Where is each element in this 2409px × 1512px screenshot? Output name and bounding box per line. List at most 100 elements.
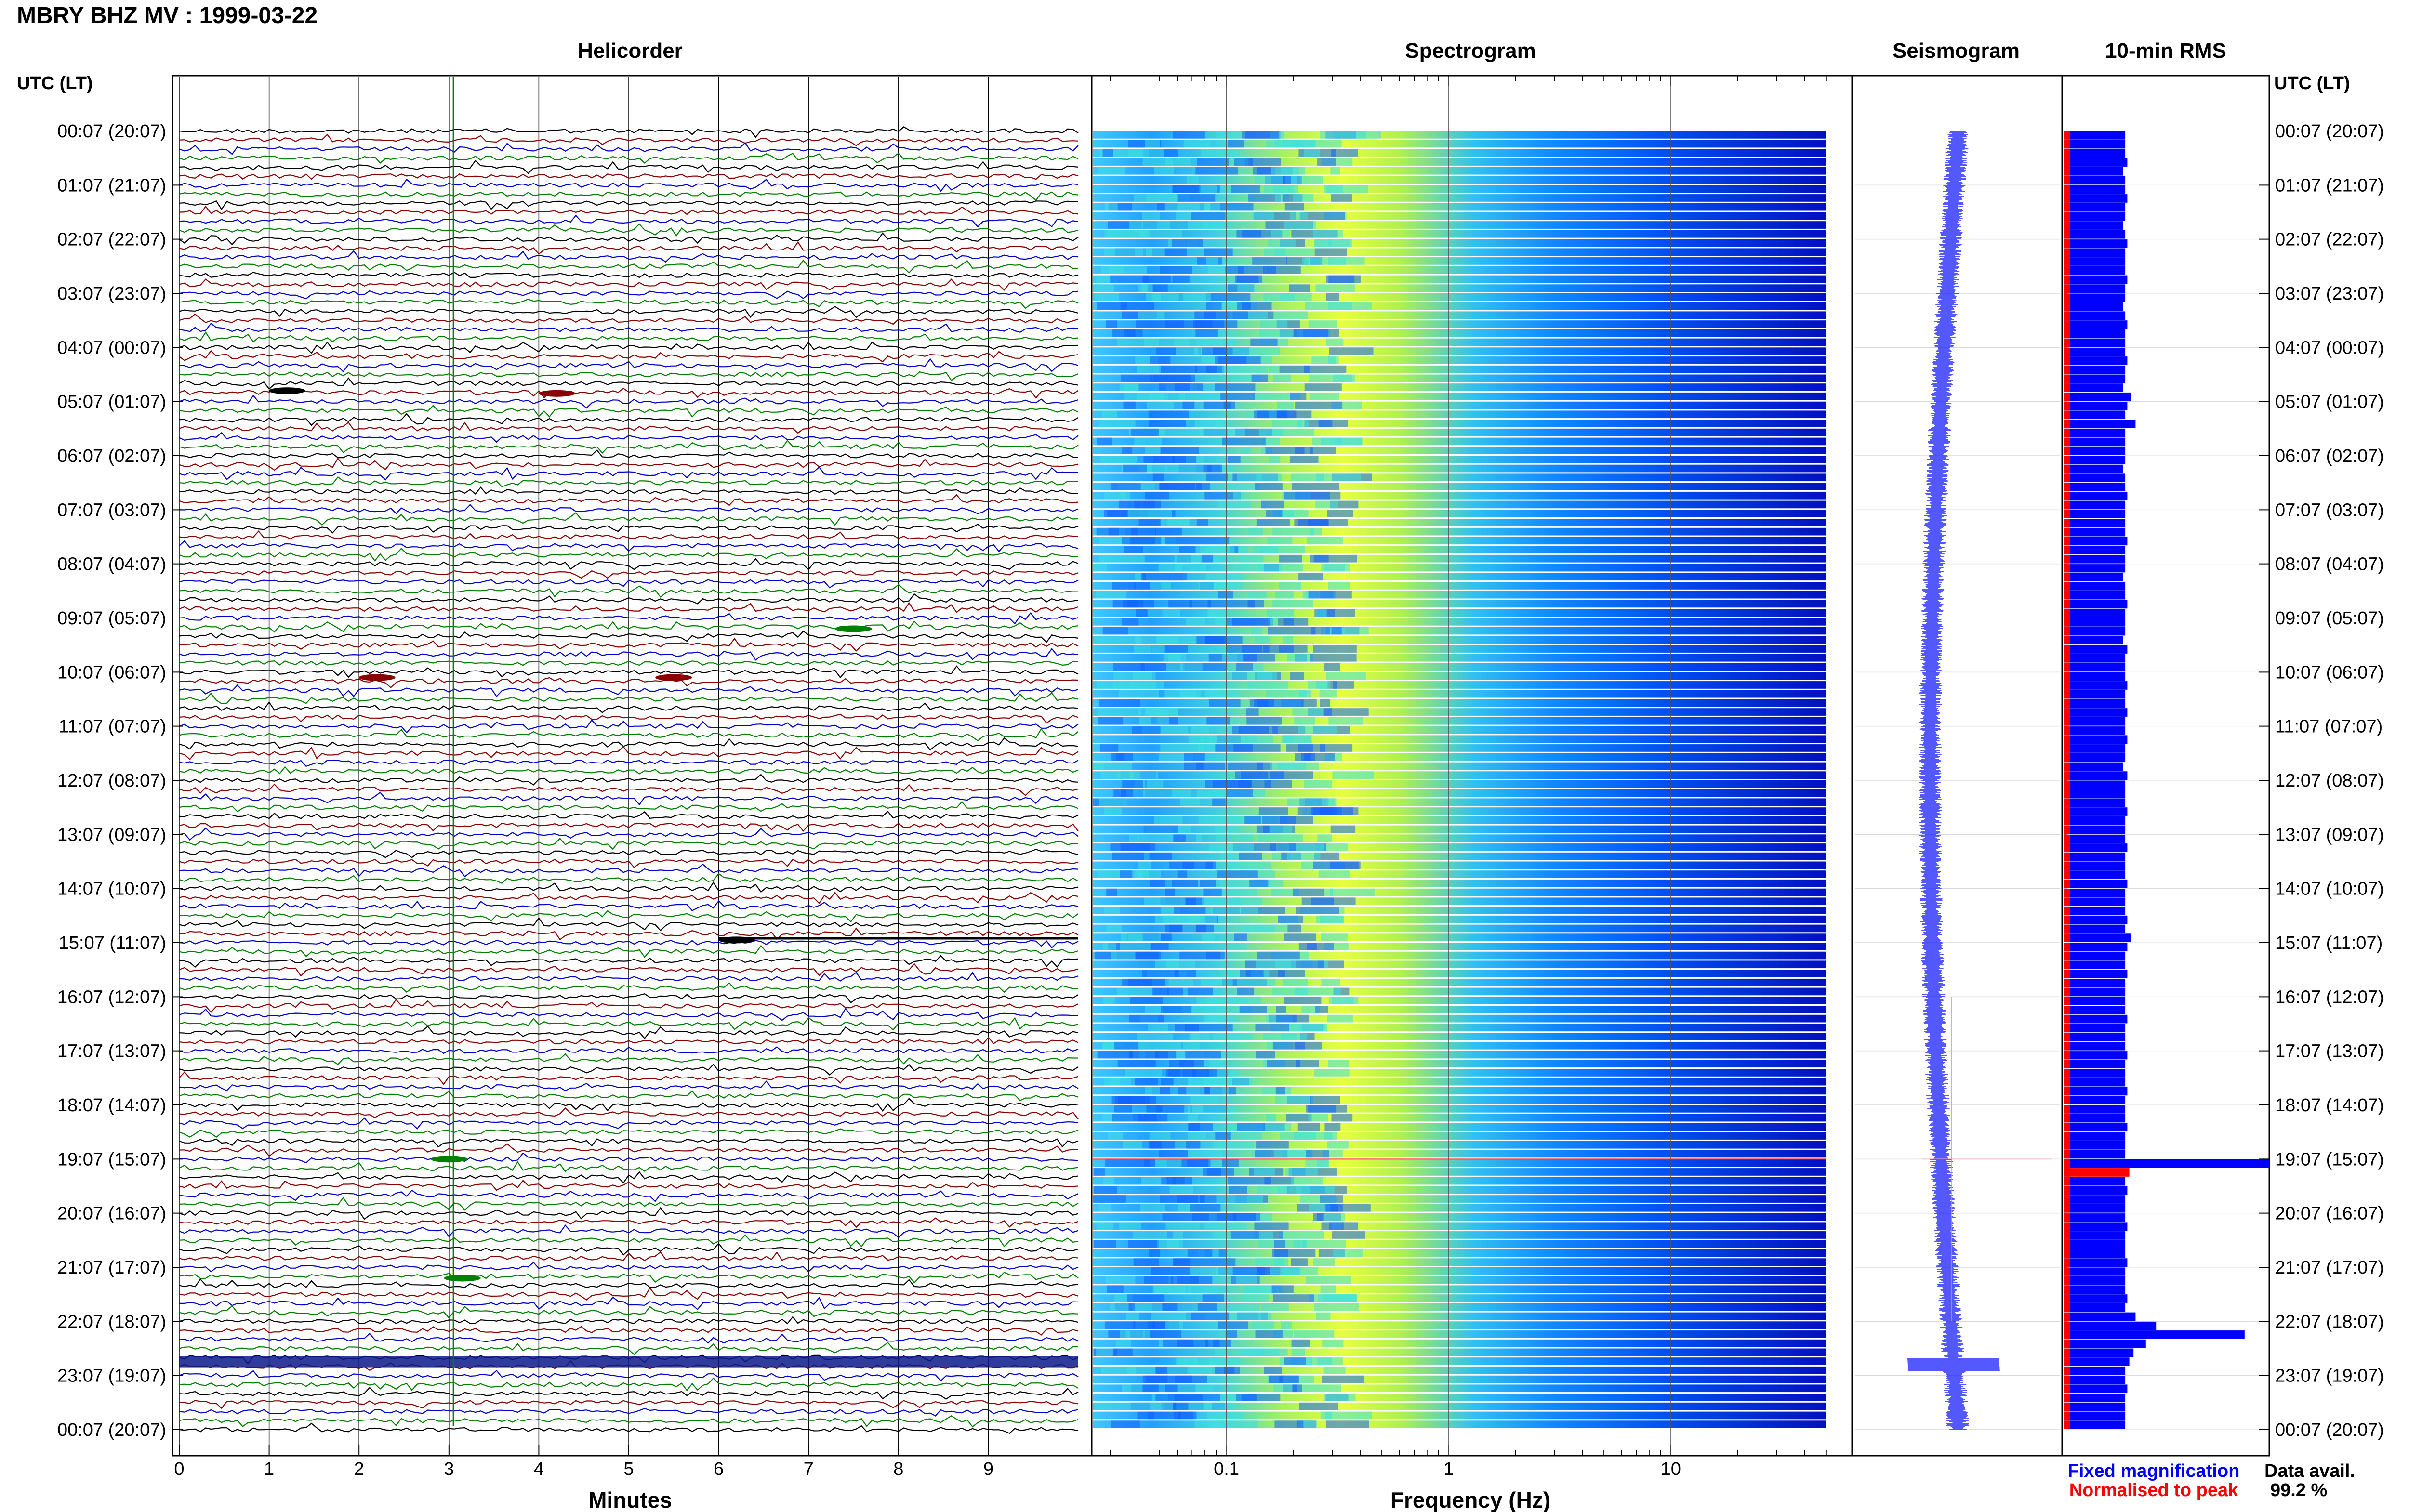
rms-bar bbox=[2064, 834, 2126, 843]
spectrogram-speckle bbox=[1105, 1159, 1151, 1167]
spectrogram-row bbox=[1093, 383, 1826, 391]
spectrogram-speckle bbox=[1297, 420, 1310, 427]
spectrogram-speckle bbox=[1293, 194, 1314, 202]
spectrogram-speckle bbox=[1184, 753, 1205, 761]
spectrogram-speckle bbox=[1201, 978, 1233, 986]
rms-peak-marker bbox=[2064, 907, 2070, 915]
time-tick-label-right: 12:07 (08:07) bbox=[2275, 771, 2384, 791]
rms-bar bbox=[2064, 410, 2126, 420]
spectrogram-speckle bbox=[1186, 1312, 1229, 1320]
spectrogram-speckle bbox=[1188, 1402, 1236, 1410]
rms-bar bbox=[2064, 1114, 2126, 1123]
spectrogram-row bbox=[1093, 275, 1826, 283]
spectrogram-speckle bbox=[1184, 762, 1204, 770]
spectrogram-speckle bbox=[1250, 338, 1278, 346]
helicorder-trace bbox=[179, 1305, 1079, 1319]
spectrogram-speckle bbox=[1166, 1177, 1192, 1185]
spectrogram-speckle bbox=[1248, 194, 1281, 202]
spectrogram-speckle bbox=[1127, 510, 1172, 517]
rms-peak-marker bbox=[2064, 464, 2070, 473]
seismogram-frame bbox=[1851, 75, 2063, 1457]
rms-bar bbox=[2064, 392, 2131, 401]
spectrogram-speckle bbox=[1195, 329, 1218, 337]
spectrogram-speckle bbox=[1129, 500, 1141, 509]
spectrogram-speckle bbox=[1235, 275, 1259, 283]
time-tick-label-left: 17:07 (13:07) bbox=[57, 1041, 166, 1062]
spectrogram-speckle bbox=[1212, 798, 1226, 806]
seismogram-title: Seismogram bbox=[1893, 39, 2020, 63]
rms-bar bbox=[2064, 672, 2126, 681]
rms-peak-marker bbox=[2064, 735, 2070, 744]
spectrogram-speckle bbox=[1270, 1267, 1291, 1275]
rms-bar bbox=[2064, 1150, 2126, 1159]
helicorder-trace bbox=[179, 692, 1079, 704]
spectrogram-speckle bbox=[1239, 1006, 1267, 1013]
rms-bar bbox=[2064, 699, 2126, 708]
spectrogram-speckle bbox=[1291, 1348, 1306, 1356]
spectrogram-speckle bbox=[1291, 960, 1324, 969]
helicorder-trace bbox=[179, 1143, 1079, 1157]
spectrogram-speckle bbox=[1106, 888, 1117, 896]
spectrogram-speckle bbox=[1287, 654, 1313, 662]
spectrogram-speckle bbox=[1158, 1150, 1188, 1158]
spectrogram-row bbox=[1093, 401, 1826, 409]
minute-tick-label: 5 bbox=[623, 1459, 634, 1479]
spectrogram-speckle bbox=[1262, 437, 1280, 446]
rms-bar bbox=[2064, 582, 2126, 591]
time-tick-label-left: 10:07 (06:07) bbox=[57, 662, 166, 683]
spectrogram-speckle bbox=[1120, 870, 1133, 878]
spectrogram-speckle bbox=[1234, 564, 1282, 572]
spectrogram-speckle bbox=[1206, 365, 1217, 373]
spectrogram-speckle bbox=[1256, 1141, 1289, 1149]
time-tick-label-right: 03:07 (23:07) bbox=[2275, 284, 2384, 304]
spectrogram-speckle bbox=[1122, 618, 1139, 626]
spectrogram-speckle bbox=[1331, 194, 1352, 202]
spectrogram-speckle bbox=[1144, 1276, 1174, 1284]
spectrogram-speckle bbox=[1227, 618, 1271, 626]
spectrogram-speckle bbox=[1258, 428, 1283, 436]
rms-peak-marker bbox=[2064, 970, 2070, 978]
spectrogram-speckle bbox=[1271, 230, 1290, 238]
rms-bar bbox=[2064, 230, 2126, 239]
rms-peak-marker bbox=[2064, 1240, 2070, 1249]
spectrogram-speckle bbox=[1284, 933, 1316, 941]
spectrogram-speckle bbox=[1310, 554, 1357, 563]
spectrogram-speckle bbox=[1214, 1348, 1225, 1356]
rms-peak-marker bbox=[2064, 924, 2070, 933]
rms-peak-marker bbox=[2064, 708, 2070, 717]
spectrogram-speckle bbox=[1270, 771, 1313, 779]
rms-peak-marker bbox=[2064, 203, 2070, 212]
spectrogram-speckle bbox=[1278, 618, 1309, 626]
spectrogram-speckle bbox=[1227, 789, 1253, 797]
spectrogram-speckle bbox=[1103, 997, 1115, 1004]
spectrogram-speckle bbox=[1196, 997, 1228, 1004]
rms-bar bbox=[2064, 257, 2126, 266]
spectrogram-speckle bbox=[1298, 744, 1313, 752]
spectrogram-speckle bbox=[1293, 1384, 1341, 1393]
rms-bar bbox=[2064, 907, 2126, 915]
helicorder-trace bbox=[179, 972, 1079, 982]
spectrogram-speckle bbox=[1165, 888, 1175, 896]
spectrogram-speckle bbox=[1167, 1366, 1212, 1374]
spectrogram-speckle bbox=[1097, 708, 1141, 716]
helicorder-trace bbox=[179, 1251, 1079, 1262]
rms-peak-marker bbox=[2064, 1249, 2070, 1258]
rms-peak-marker bbox=[2064, 140, 2070, 149]
spectrogram-speckle bbox=[1233, 943, 1247, 950]
spectrogram-speckle bbox=[1220, 879, 1250, 887]
rms-bar bbox=[2064, 888, 2126, 897]
spectrogram-speckle bbox=[1119, 500, 1130, 509]
spectrogram-speckle bbox=[1152, 1285, 1191, 1293]
spectrogram-speckle bbox=[1258, 834, 1303, 842]
rms-bar bbox=[2064, 194, 2128, 203]
rms-bar bbox=[2064, 347, 2126, 356]
rms-peak-marker bbox=[2064, 789, 2070, 798]
spectrogram-speckle bbox=[1251, 627, 1262, 635]
spectrogram-speckle bbox=[1310, 447, 1336, 454]
spectrogram-speckle bbox=[1249, 879, 1269, 887]
rms-bar bbox=[2064, 546, 2126, 554]
spectrogram-speckle bbox=[1122, 447, 1133, 454]
spectrogram-speckle bbox=[1313, 1213, 1324, 1221]
spectrogram-speckle bbox=[1114, 1096, 1132, 1104]
spectrogram-speckle bbox=[1185, 1051, 1221, 1059]
